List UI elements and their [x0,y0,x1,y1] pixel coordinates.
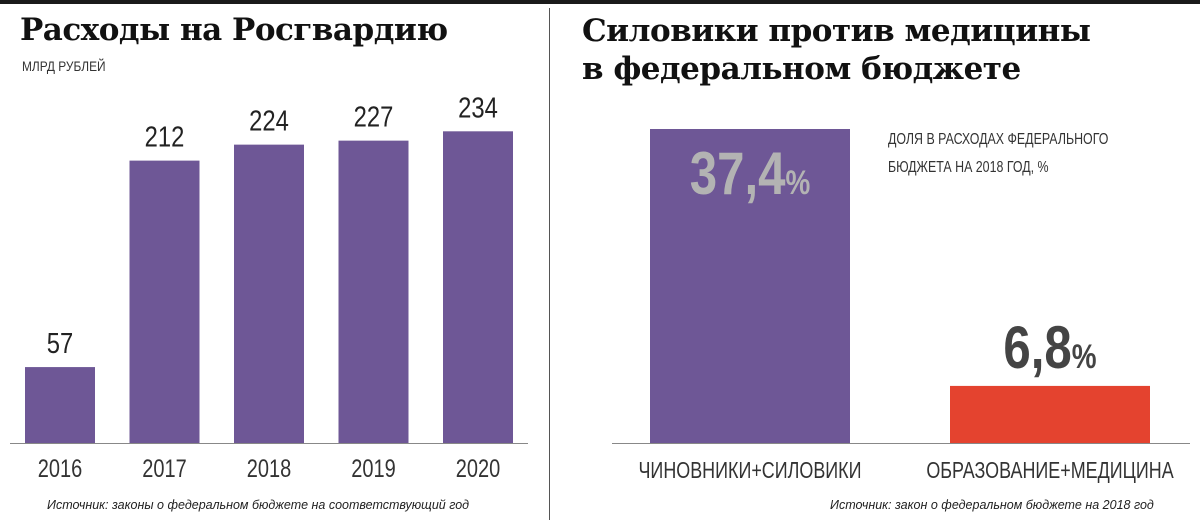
bar-2017 [129,160,200,443]
right-source-note: Источник: закон о федеральном бюджете на… [830,498,1154,512]
left-source-note: Источник: законы о федеральном бюджете н… [47,498,470,512]
bar-2016 [25,367,95,443]
bar-2020 [443,131,513,443]
note-line-1: ДОЛЯ В РАСХОДАХ ФЕДЕРАЛЬНОГО [888,131,1109,148]
x-tick-2019: 2019 [351,455,395,483]
right-title-line-2: в федеральном бюджете [582,51,1021,87]
bar-чиновники-силовики [650,129,850,443]
value-label-2020: 234 [458,91,498,124]
x-tick-2020: 2020 [456,455,500,483]
left-bar-chart: 57 2016 212 2017 224 2018 227 2019 234 2020 [10,91,528,483]
panel-divider [549,8,550,520]
value-label-2017: 212 [145,120,185,153]
x-tick-2018: 2018 [247,455,291,483]
right-chart-title: Силовики против медицины в федеральном б… [582,12,1091,88]
x-tick-2016: 2016 [38,455,82,483]
bar-2018 [234,144,304,443]
value-label-2016: 57 [47,327,73,360]
right-title-line-1: Силовики против медицины [582,13,1091,49]
right-bar-chart: 37,4% ЧИНОВНИКИ+СИЛОВИКИ 6,8% ОБРАЗОВАНИЕ+М… [612,129,1190,484]
bar-образование-медицина [950,385,1150,443]
top-rule [0,0,1200,4]
value-label-чиновники-силовики: 37,4% [690,139,811,207]
left-chart-title: Расходы на Росгвардию [20,12,448,48]
value-label-образование-медицина: 6,8% [1003,313,1096,381]
x-tick-образование-медицина: ОБРАЗОВАНИЕ+МЕДИЦИНА [926,458,1174,484]
bar-2019 [338,140,409,444]
note-line-2: БЮДЖЕТА НА 2018 ГОД, % [888,159,1049,176]
value-label-2019: 227 [354,100,394,133]
right-chart-note: ДОЛЯ В РАСХОДАХ ФЕДЕРАЛЬНОГО БЮДЖЕТА НА … [888,126,1152,182]
left-chart-unit: МЛРД РУБЛЕЙ [22,58,106,74]
x-tick-чиновники-силовики: ЧИНОВНИКИ+СИЛОВИКИ [638,458,861,484]
value-label-2018: 224 [249,104,289,137]
x-tick-2017: 2017 [142,455,186,483]
